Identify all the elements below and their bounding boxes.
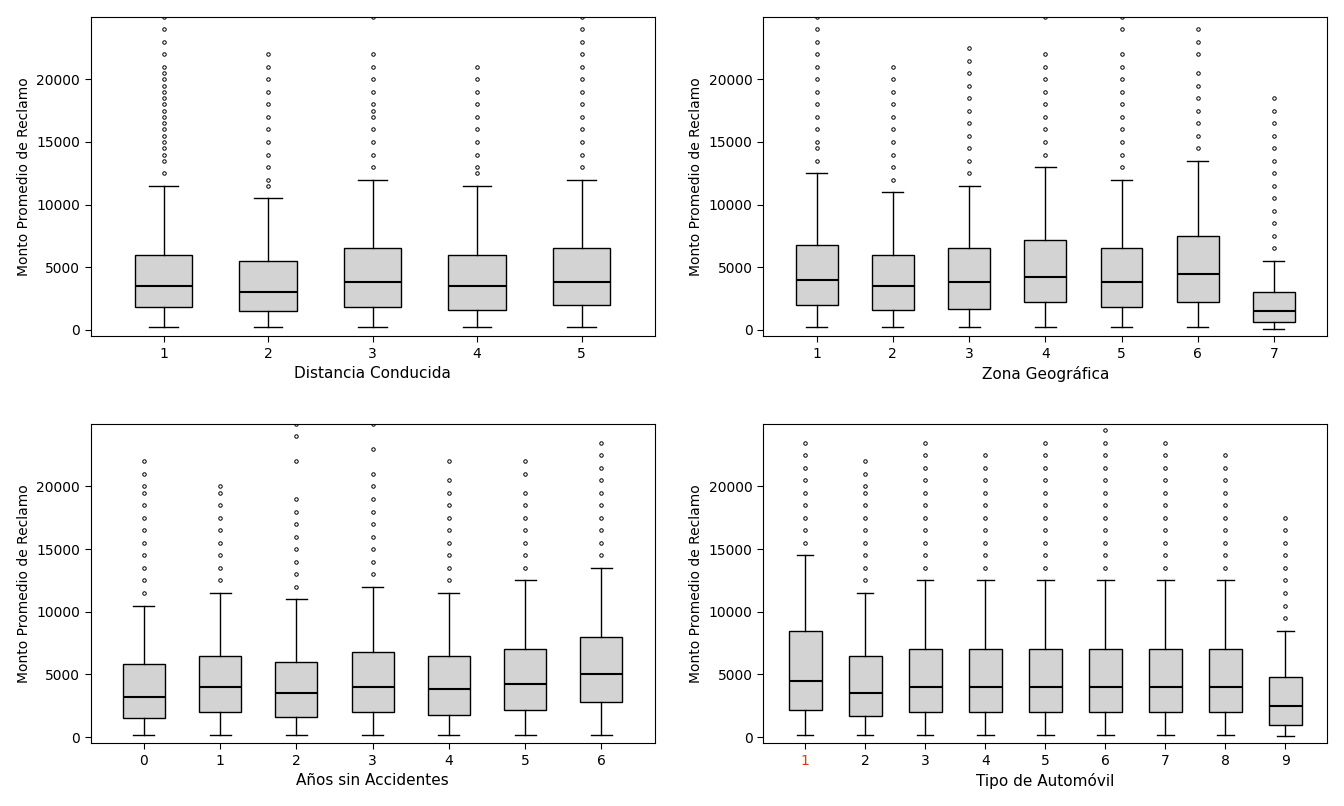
PathPatch shape <box>552 248 610 305</box>
PathPatch shape <box>848 655 882 716</box>
PathPatch shape <box>239 261 297 311</box>
PathPatch shape <box>276 662 317 717</box>
PathPatch shape <box>1253 293 1294 322</box>
X-axis label: Tipo de Automóvil: Tipo de Automóvil <box>976 773 1114 789</box>
PathPatch shape <box>872 255 914 310</box>
PathPatch shape <box>199 655 241 712</box>
Y-axis label: Monto Promedio de Reclamo: Monto Promedio de Reclamo <box>689 77 703 276</box>
X-axis label: Años sin Accidentes: Años sin Accidentes <box>296 773 449 788</box>
Y-axis label: Monto Promedio de Reclamo: Monto Promedio de Reclamo <box>16 484 31 683</box>
PathPatch shape <box>581 637 622 702</box>
PathPatch shape <box>789 630 821 709</box>
Y-axis label: Monto Promedio de Reclamo: Monto Promedio de Reclamo <box>16 77 31 276</box>
PathPatch shape <box>796 245 837 305</box>
PathPatch shape <box>969 650 1001 712</box>
PathPatch shape <box>134 255 192 307</box>
PathPatch shape <box>1149 650 1181 712</box>
X-axis label: Distancia Conducida: Distancia Conducida <box>294 366 452 381</box>
PathPatch shape <box>909 650 942 712</box>
Y-axis label: Monto Promedio de Reclamo: Monto Promedio de Reclamo <box>689 484 703 683</box>
PathPatch shape <box>122 664 165 718</box>
PathPatch shape <box>1269 677 1302 725</box>
PathPatch shape <box>1028 650 1062 712</box>
PathPatch shape <box>1101 248 1142 307</box>
PathPatch shape <box>352 652 394 712</box>
X-axis label: Zona Geográfica: Zona Geográfica <box>981 366 1109 382</box>
PathPatch shape <box>504 650 546 709</box>
PathPatch shape <box>427 655 470 715</box>
PathPatch shape <box>1089 650 1122 712</box>
PathPatch shape <box>449 255 505 310</box>
PathPatch shape <box>1024 239 1066 302</box>
PathPatch shape <box>1208 650 1242 712</box>
PathPatch shape <box>344 248 402 307</box>
PathPatch shape <box>948 248 991 309</box>
PathPatch shape <box>1177 236 1219 302</box>
